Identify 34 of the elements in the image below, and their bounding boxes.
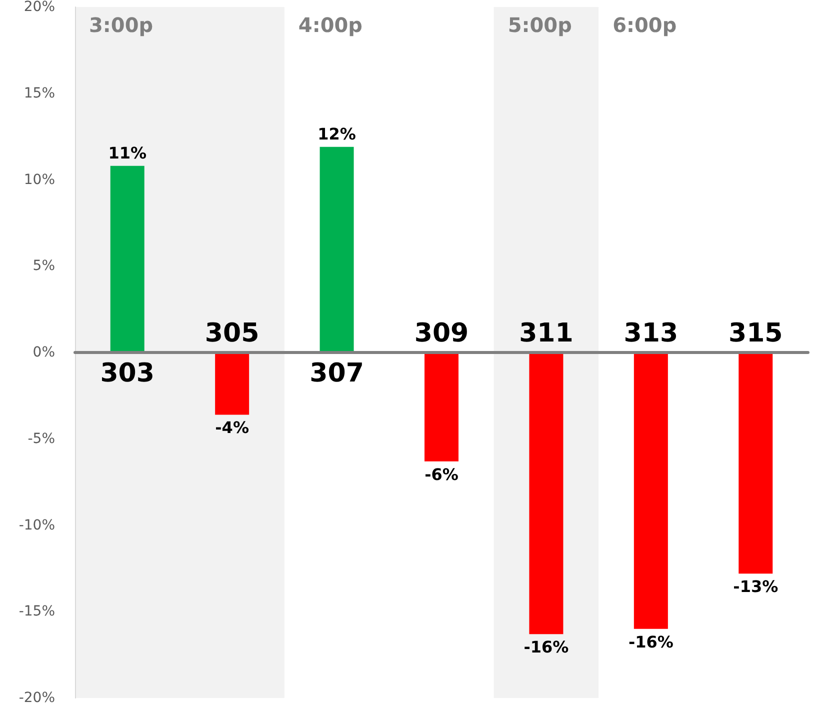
data-label: -16% [628,632,674,652]
y-tick-label: 5% [32,258,55,274]
x-tick-label: 305 [204,318,260,348]
x-tick-label: 315 [728,318,783,348]
bar [424,352,458,462]
y-tick-label: 0% [32,344,55,360]
bar [320,146,354,352]
y-tick-label: -15% [18,604,55,620]
bar [529,352,564,634]
x-tick-label: 307 [310,358,364,388]
data-label: -16% [524,638,569,657]
band-label: 3:00p [89,13,154,37]
data-label: 11% [108,143,147,162]
y-tick-label: -5% [28,430,55,447]
annotation: 6:00p [612,13,677,37]
data-label: -13% [733,577,778,596]
annotation: 4:00p [298,13,362,37]
bar [215,352,250,415]
y-tick-label: 20% [24,0,55,15]
y-tick-label: 10% [24,172,55,188]
data-label: -6% [424,464,458,484]
x-tick-label: 309 [414,318,469,348]
x-tick-label: 313 [624,318,678,348]
bar [634,352,668,629]
data-label: -4% [215,418,249,438]
data-label: 12% [318,124,356,144]
y-tick-label: -20% [18,690,55,706]
y-tick-label: 15% [24,85,55,102]
y-tick-label: -10% [18,517,55,534]
bar [110,166,144,352]
band-label: 5:00p [508,13,572,37]
bar [738,352,773,574]
x-tick-label: 311 [519,318,574,348]
x-tick-label: 303 [100,358,154,388]
